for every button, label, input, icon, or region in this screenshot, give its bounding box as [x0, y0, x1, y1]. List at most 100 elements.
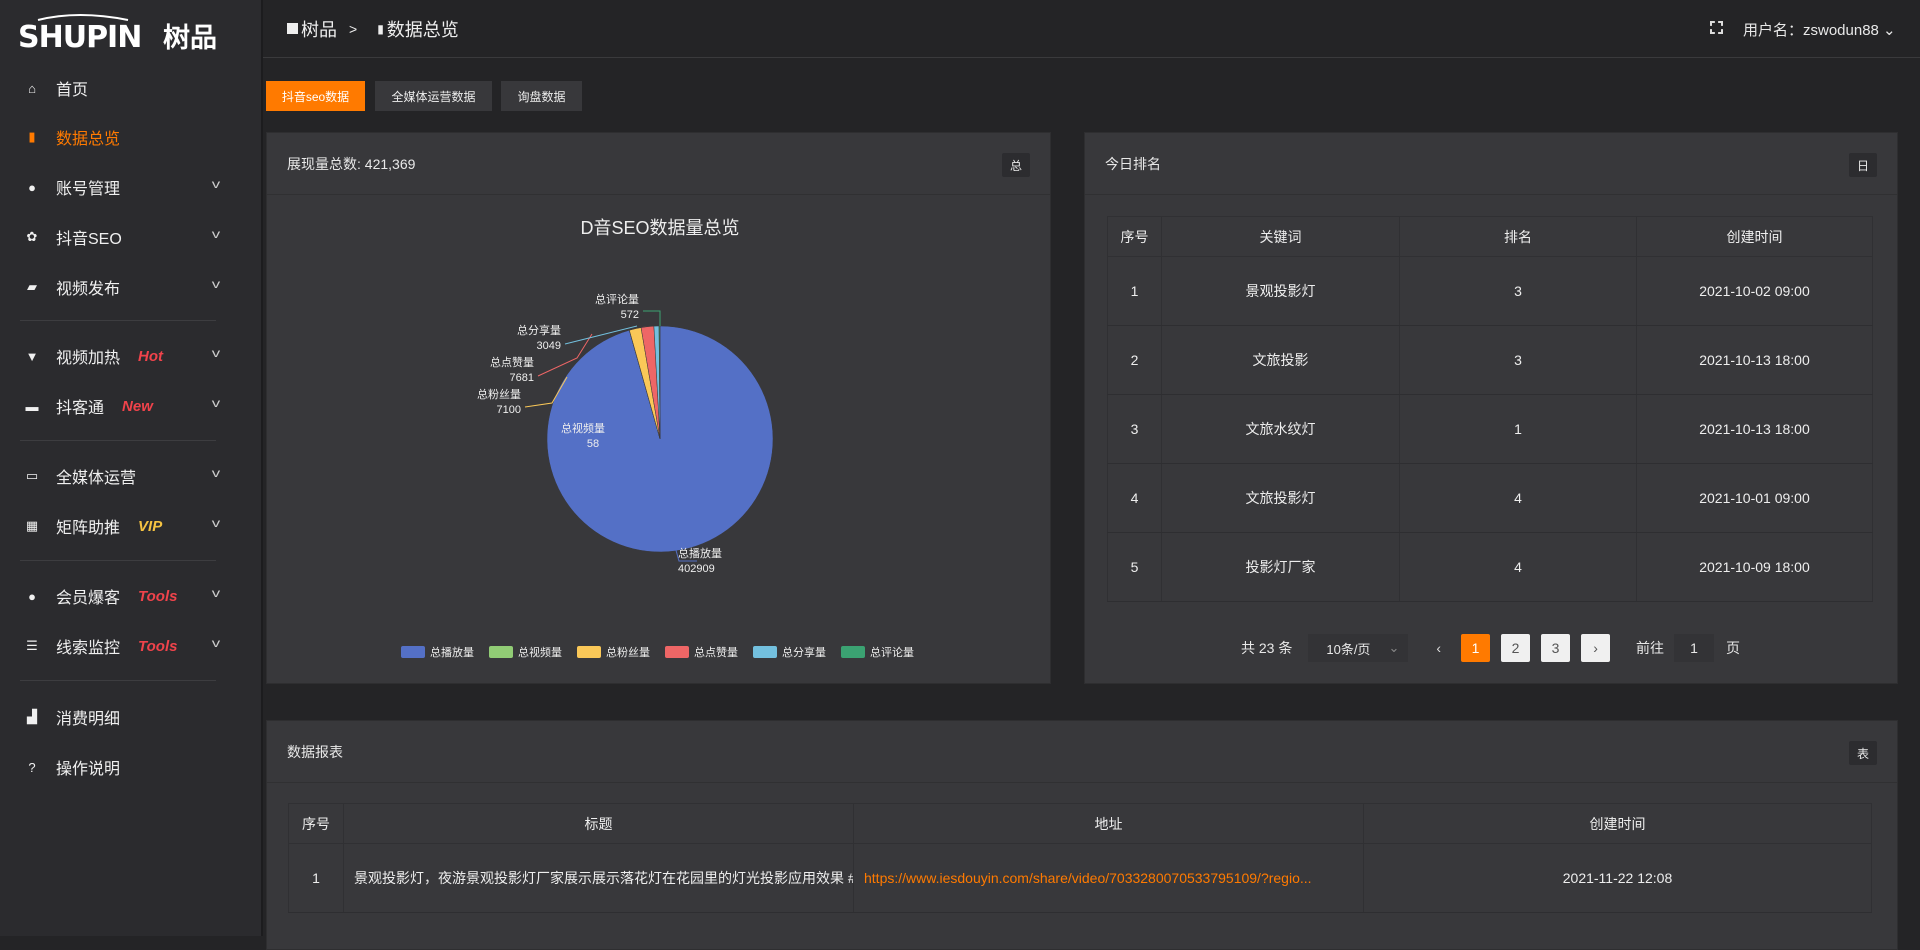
next-page-button[interactable]: › — [1581, 634, 1611, 662]
page-button[interactable]: 1 — [1461, 634, 1491, 662]
table-cell: 4 — [1107, 463, 1162, 533]
table-row[interactable]: 2 文旅投影 3 2021-10-13 18:00 — [1107, 325, 1873, 395]
legend-swatch[interactable] — [577, 646, 601, 658]
goto-label: 前往 — [1636, 640, 1665, 656]
ranking-title: 今日排名 — [1105, 155, 1161, 172]
legend-label[interactable]: 总分享量 — [782, 645, 826, 659]
table-cell[interactable]: https://www.iesdouyin.com/share/video/70… — [853, 843, 1364, 913]
report-title: 数据报表 — [287, 743, 343, 760]
user-menu[interactable]: 用户名：zswodun88 ⌄ — [1743, 19, 1896, 40]
sidebar: SHUPIN 树品 ⌂ 首页 ▮ 数据总览 ● 账号管理 v ✿ 抖音SEO v ▰ 视频发布 v ▼ 视频… — [0, 0, 263, 936]
breadcrumb-home[interactable]: 树品 — [301, 19, 337, 40]
table-cell: 5 — [1107, 532, 1162, 602]
table-cell: 3 — [1399, 256, 1637, 326]
total-count: 共 23 条 — [1241, 640, 1293, 656]
report-table: 序号 标题 地址 创建时间 1 景观投影灯，夜游景观投影灯厂家展示展示落花灯在花园里的灯光… — [288, 803, 1872, 913]
image-icon — [287, 23, 298, 34]
legend-swatch[interactable] — [401, 646, 425, 658]
wallet-icon: ▟ — [27, 709, 37, 724]
page-suffix: 页 — [1726, 640, 1741, 656]
slice-label: 总粉丝量 — [477, 387, 521, 401]
chat-icon: ▬ — [25, 398, 39, 414]
table-cell: 4 — [1399, 532, 1637, 602]
page-button[interactable]: 3 — [1541, 634, 1571, 662]
table-row[interactable]: 3 文旅水纹灯 1 2021-10-13 18:00 — [1107, 394, 1873, 464]
slice-label: 总播放量 — [678, 546, 722, 560]
sidebar-item-8[interactable]: ▦ 矩阵助推 VIP v — [0, 506, 263, 546]
sidebar-divider — [20, 440, 216, 441]
sidebar-item-5[interactable]: ▼ 视频加热 Hot v — [0, 336, 263, 376]
column-header: 地址 — [853, 803, 1364, 844]
legend-label[interactable]: 总粉丝量 — [606, 645, 650, 659]
breadcrumb-separator: > — [349, 20, 358, 37]
legend-label[interactable]: 总点赞量 — [694, 645, 738, 659]
svg-text:SHUPIN: SHUPIN — [18, 20, 141, 50]
legend-label[interactable]: 总视频量 — [518, 645, 562, 659]
sidebar-item-label: 会员爆客 — [56, 590, 121, 607]
sidebar-item-9[interactable]: ● 会员爆客 Tools v — [0, 576, 263, 616]
legend-swatch[interactable] — [753, 646, 777, 658]
table-cell: 2021-10-13 18:00 — [1636, 325, 1873, 395]
sidebar-item-0[interactable]: ⌂ 首页 — [0, 68, 263, 108]
sidebar-item-10[interactable]: ☰ 线索监控 Tools v — [0, 626, 263, 666]
overview-total: 展现量总数: 421,369 — [287, 155, 416, 172]
page-size-select[interactable]: 10条/页 ⌄ — [1308, 634, 1409, 662]
legend-swatch[interactable] — [489, 646, 513, 658]
ranking-table: 序号 关键词 排名 创建时间 1 景观投影灯 3 2021-10-02 09:00 2 文旅投影 3… — [1107, 216, 1873, 602]
chevron-down-icon: v — [211, 396, 221, 410]
tab-all-media[interactable]: 全媒体运营数据 — [375, 81, 492, 111]
table-cell: 1 — [1107, 256, 1162, 326]
table-cell: 2021-10-01 09:00 — [1636, 463, 1873, 533]
table-row[interactable]: 1 景观投影灯 3 2021-10-02 09:00 — [1107, 256, 1873, 326]
slice-label: 总视频量 — [561, 421, 605, 435]
gear-icon: ✿ — [26, 229, 38, 244]
flame-icon: ▼ — [25, 348, 39, 364]
page-button[interactable]: 2 — [1501, 634, 1531, 662]
sidebar-item-label: 首页 — [56, 82, 89, 99]
brand-logo[interactable]: SHUPIN 树品 — [18, 14, 228, 50]
sidebar-item-1[interactable]: ▮ 数据总览 — [0, 117, 263, 157]
legend-swatch[interactable] — [665, 646, 689, 658]
column-header: 关键词 — [1161, 216, 1400, 257]
table-row[interactable]: 4 文旅投影灯 4 2021-10-01 09:00 — [1107, 463, 1873, 533]
fullscreen-icon[interactable] — [1710, 21, 1723, 34]
table-row[interactable]: 1 景观投影灯，夜游景观投影灯厂家展示展示落花灯在花园里的灯光投影应用效果 # ht… — [288, 843, 1872, 913]
sidebar-item-label: 视频发布 — [56, 281, 121, 298]
legend-label[interactable]: 总播放量 — [430, 645, 474, 659]
column-header: 标题 — [343, 803, 854, 844]
chart-title: D音SEO数据量总览 — [580, 218, 739, 238]
tab-inquiry[interactable]: 询盘数据 — [501, 81, 582, 111]
sidebar-item-6[interactable]: ▬ 抖客通 New v — [0, 386, 263, 426]
chevron-down-icon: v — [211, 277, 221, 291]
sidebar-item-4[interactable]: ▰ 视频发布 v — [0, 267, 263, 307]
sidebar-badge: Tools — [138, 587, 178, 605]
chevron-down-icon: v — [211, 227, 221, 241]
prev-page-icon[interactable]: ‹ — [1436, 640, 1442, 656]
chevron-down-icon: v — [211, 516, 221, 530]
tab-douyin-seo[interactable]: 抖音seo数据 — [266, 81, 365, 111]
overview-total-button[interactable]: 总 — [1002, 153, 1030, 177]
sidebar-item-7[interactable]: ▭ 全媒体运营 v — [0, 456, 263, 496]
report-card: 数据报表 表 序号 标题 地址 创建时间 1 景观投影灯，夜游景观投影灯厂家展示展示落花灯… — [266, 720, 1898, 950]
report-table-button[interactable]: 表 — [1849, 741, 1877, 765]
user-icon: ● — [28, 179, 36, 195]
column-header: 创建时间 — [1363, 803, 1872, 844]
sidebar-item-12[interactable]: ? 操作说明 — [0, 747, 263, 787]
label-leader-line — [524, 376, 568, 408]
chevron-down-icon: v — [211, 466, 221, 480]
slice-value: 58 — [587, 438, 599, 450]
table-cell: 投影灯厂家 — [1161, 532, 1400, 602]
table-cell: 2021-10-09 18:00 — [1636, 532, 1873, 602]
username: 用户名：zswodun88 — [1743, 22, 1879, 39]
table-row[interactable]: 5 投影灯厂家 4 2021-10-09 18:00 — [1107, 532, 1873, 602]
sidebar-item-2[interactable]: ● 账号管理 v — [0, 167, 263, 207]
table-cell: 文旅水纹灯 — [1161, 394, 1400, 464]
sidebar-item-11[interactable]: ▟ 消费明细 — [0, 697, 263, 737]
goto-page-input[interactable]: 1 — [1674, 634, 1715, 662]
sidebar-item-3[interactable]: ✿ 抖音SEO v — [0, 217, 263, 257]
legend-swatch[interactable] — [841, 646, 865, 658]
ranking-day-button[interactable]: 日 — [1849, 153, 1877, 177]
legend-label[interactable]: 总评论量 — [870, 645, 914, 659]
